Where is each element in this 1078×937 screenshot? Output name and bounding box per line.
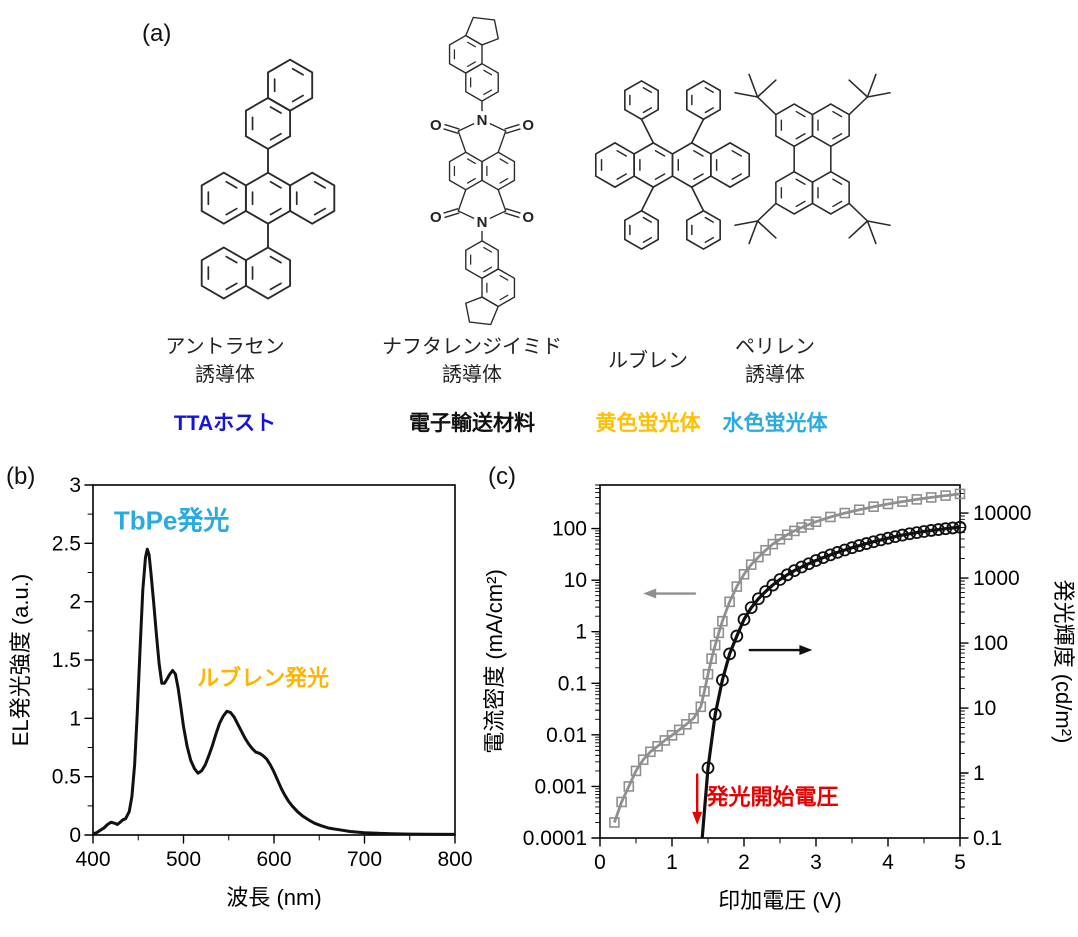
structure-name-rubrene: ルブレン: [568, 332, 728, 390]
svg-text:400: 400: [75, 848, 110, 871]
structure-role-cyan-fluorophore: 水色蛍光体: [722, 412, 828, 435]
svg-text:電流密度 (mA/cm²): 電流密度 (mA/cm²): [482, 569, 507, 754]
svg-text:0.1: 0.1: [973, 827, 1002, 850]
svg-text:発光輝度 (cd/m²): 発光輝度 (cd/m²): [1051, 580, 1076, 744]
svg-text:100: 100: [973, 632, 1008, 655]
svg-text:1000: 1000: [973, 567, 1020, 590]
structure-name-naphthalene-diimide: ナフタレンジイミド 誘導体: [362, 332, 582, 390]
svg-text:2.5: 2.5: [52, 532, 81, 555]
svg-text:3: 3: [69, 474, 81, 497]
svg-text:0: 0: [594, 851, 606, 874]
structure-name-line: アントラセン: [165, 336, 285, 358]
structure-name-line: 誘導体: [442, 364, 502, 386]
structure-name-anthracene: アントラセン 誘導体: [115, 332, 335, 390]
svg-text:10: 10: [564, 569, 587, 592]
svg-text:800: 800: [437, 848, 472, 871]
structure-role-electron-transport: 電子輸送材料: [409, 412, 535, 435]
svg-text:500: 500: [166, 848, 201, 871]
structure-name-line: ペリレン: [735, 336, 815, 358]
svg-text:波長 (nm): 波長 (nm): [226, 885, 321, 910]
svg-text:0.01: 0.01: [546, 724, 587, 747]
svg-text:0.001: 0.001: [534, 775, 587, 798]
svg-text:N: N: [477, 214, 488, 231]
svg-text:1: 1: [575, 621, 587, 644]
structure-name-line: 誘導体: [195, 364, 255, 386]
svg-text:0.0001: 0.0001: [523, 827, 587, 850]
structure-name-perylene: ペリレン 誘導体: [685, 332, 865, 390]
svg-text:EL発光強度 (a.u.): EL発光強度 (a.u.): [8, 574, 33, 746]
svg-text:O: O: [522, 117, 534, 134]
panel-label-c: (c): [488, 463, 516, 490]
svg-text:0: 0: [69, 824, 81, 847]
panel-label-b: (b): [6, 463, 36, 490]
jv-luminance-chart: 0 1 2 3 4 5 0.0001 0.001 0.01 0.1 1 10 100 0.1 1 10 100 1…: [482, 484, 1076, 913]
svg-text:10000: 10000: [973, 502, 1031, 525]
structure-role-yellow-fluorophore: 黄色蛍光体: [595, 412, 701, 435]
svg-text:O: O: [430, 209, 442, 226]
svg-text:0.1: 0.1: [558, 672, 587, 695]
svg-text:5: 5: [954, 851, 966, 874]
svg-text:100: 100: [552, 518, 587, 541]
svg-text:2: 2: [69, 591, 81, 614]
svg-text:TbPe発光: TbPe発光: [114, 505, 230, 535]
structure-name-line: 誘導体: [745, 364, 805, 386]
el-spectrum-chart: 400 500 600 700 800 0 0.5 1 1.5 2 2.5 3 波長 (nm) EL発光強…: [8, 474, 473, 910]
structure-naphthalene-diimide-derivative: N N O O O O: [382, 10, 582, 332]
svg-text:ルブレン発光: ルブレン発光: [197, 666, 329, 691]
structure-perylene-derivative: [700, 66, 925, 252]
svg-text:0.5: 0.5: [52, 766, 81, 789]
svg-text:発光開始電圧: 発光開始電圧: [706, 784, 839, 809]
panel-label-a: (a): [142, 20, 172, 47]
svg-text:N: N: [477, 112, 488, 129]
svg-text:2: 2: [738, 851, 750, 874]
structure-rubrene: [550, 75, 795, 255]
svg-text:10: 10: [973, 697, 996, 720]
svg-text:1.5: 1.5: [52, 649, 81, 672]
structure-anthracene-derivative: [168, 52, 368, 307]
svg-text:1: 1: [69, 707, 81, 730]
structure-name-line: ナフタレンジイミド: [382, 336, 562, 358]
svg-text:印加電圧 (V): 印加電圧 (V): [718, 888, 841, 913]
svg-text:1: 1: [973, 762, 985, 785]
svg-text:600: 600: [256, 848, 291, 871]
svg-text:O: O: [430, 117, 442, 134]
structure-name-line: ルブレン: [608, 350, 688, 372]
svg-text:4: 4: [882, 851, 894, 874]
svg-text:700: 700: [347, 848, 382, 871]
svg-text:O: O: [522, 209, 534, 226]
svg-text:3: 3: [810, 851, 822, 874]
structure-role-tta-host: TTAホスト: [173, 412, 277, 435]
svg-text:1: 1: [666, 851, 678, 874]
